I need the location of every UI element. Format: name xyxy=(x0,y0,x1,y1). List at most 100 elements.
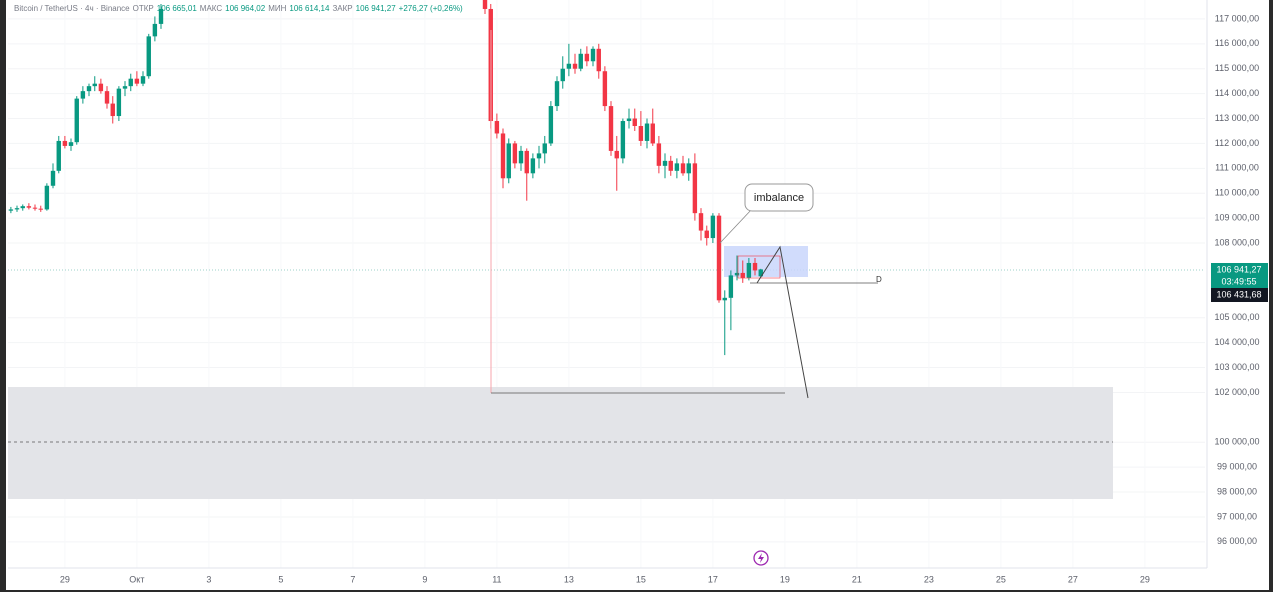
y-tick-label: 104 000,00 xyxy=(1214,337,1259,347)
candle-body xyxy=(728,275,734,298)
candle-body xyxy=(56,140,61,171)
y-tick-label: 116 000,00 xyxy=(1215,38,1259,48)
candle-body xyxy=(26,206,32,208)
candle-body xyxy=(44,185,50,210)
header-text: ОТКР xyxy=(133,4,154,13)
candle-body xyxy=(734,272,740,276)
candle-body xyxy=(80,91,86,99)
candle-body xyxy=(524,150,529,174)
candle-body xyxy=(20,206,25,209)
y-tick-label: 109 000,00 xyxy=(1214,213,1259,223)
cursor-price-tag xyxy=(1211,288,1268,302)
chart-background xyxy=(6,0,1269,590)
x-tick-label: 3 xyxy=(206,574,211,584)
candle-body xyxy=(500,133,506,179)
candle-body xyxy=(32,207,38,209)
y-tick-label: 113 000,00 xyxy=(1215,113,1259,123)
candle-body xyxy=(92,83,97,87)
candle-body xyxy=(716,215,722,301)
callout-pointer xyxy=(719,208,753,244)
candle-body xyxy=(122,86,128,89)
candle-body xyxy=(512,143,518,164)
cursor-price-label: 106 431,68 xyxy=(1216,289,1261,299)
x-tick-label: 11 xyxy=(492,574,501,584)
candle-body xyxy=(566,63,572,69)
candle-body xyxy=(74,98,79,143)
candle-body xyxy=(8,209,14,211)
candle-body xyxy=(542,143,547,154)
header-text: 106 964,02 xyxy=(225,4,266,13)
candle-body xyxy=(506,143,511,179)
y-tick-label: 102 000,00 xyxy=(1214,387,1259,397)
y-tick-label: 100 000,00 xyxy=(1214,437,1259,447)
y-tick-label: 108 000,00 xyxy=(1214,237,1259,247)
candle-body xyxy=(482,0,488,9)
candle-body xyxy=(704,230,709,239)
candle-body xyxy=(14,208,20,210)
candle-body xyxy=(158,8,164,24)
candle-body xyxy=(614,150,619,159)
x-tick-label: 7 xyxy=(350,574,355,584)
y-axis: 117 000,00 116 000,00 115 000,00 114 000,00… xyxy=(1214,13,1259,546)
candle-body xyxy=(518,150,524,164)
candle-body xyxy=(590,48,596,62)
x-tick-label: 9 xyxy=(422,574,427,584)
candle-body xyxy=(134,78,140,84)
y-tick-label: 115 000,00 xyxy=(1215,63,1259,73)
candle-body xyxy=(530,158,536,174)
arrow-path xyxy=(756,245,809,399)
candle-body xyxy=(662,160,668,166)
x-tick-label: 19 xyxy=(780,574,790,584)
candle-body xyxy=(632,118,637,127)
y-tick-label: 110 000,00 xyxy=(1215,188,1259,198)
y-tick-label: 103 000,00 xyxy=(1214,362,1259,372)
candle-body xyxy=(644,123,650,141)
candle-body xyxy=(686,163,691,174)
y-tick-label: 97 000,00 xyxy=(1217,511,1257,521)
y-tick-label: 99 000,00 xyxy=(1217,462,1257,472)
candle-body xyxy=(698,213,704,231)
candle-body xyxy=(602,71,608,107)
candle-body xyxy=(152,23,158,37)
x-tick-label: 25 xyxy=(996,574,1006,584)
zone xyxy=(8,387,1113,499)
last-price-tag xyxy=(1211,263,1268,289)
candle-body xyxy=(536,153,542,159)
alert-icon-bolt xyxy=(758,553,764,563)
candles xyxy=(8,0,763,356)
candle-body xyxy=(68,142,74,146)
y-tick-label: 111 000,00 xyxy=(1215,163,1259,173)
alert-icon[interactable] xyxy=(753,550,769,566)
header-text: +276,27 (+0,26%) xyxy=(399,4,463,13)
candle-body xyxy=(740,272,745,278)
header-text: ЗАКР xyxy=(332,4,352,13)
candle-body xyxy=(692,163,698,214)
candle-body xyxy=(86,86,92,92)
y-tick-label: 112 000,00 xyxy=(1215,138,1259,148)
y-tick-label: 105 000,00 xyxy=(1214,312,1259,322)
candle-body xyxy=(626,118,632,122)
candle-body xyxy=(668,160,673,171)
last-price-label: 106 941,27 xyxy=(1216,264,1261,274)
x-tick-label: 13 xyxy=(564,574,574,584)
candle-body xyxy=(146,36,151,77)
y-tick-label: 114 000,00 xyxy=(1215,88,1259,98)
x-tick-label: 15 xyxy=(636,574,646,584)
candle-body xyxy=(608,106,614,151)
candle-body xyxy=(722,297,727,301)
candle-body xyxy=(752,262,758,271)
y-tick-label: 96 000,00 xyxy=(1217,536,1257,546)
candle-body xyxy=(110,103,115,117)
candle-body xyxy=(128,78,133,87)
x-tick-label: 23 xyxy=(924,574,934,584)
candle-body xyxy=(38,208,43,210)
candle-body xyxy=(104,91,110,104)
candle-body xyxy=(758,269,763,277)
legend-header: Bitcoin / TetherUS · 4ч · Binance ОТКР 106… xyxy=(14,4,463,13)
candle-body xyxy=(596,48,601,72)
header-text: МАКС xyxy=(200,4,223,13)
candle-body xyxy=(620,121,626,159)
y-tick-label: 117 000,00 xyxy=(1215,13,1259,23)
